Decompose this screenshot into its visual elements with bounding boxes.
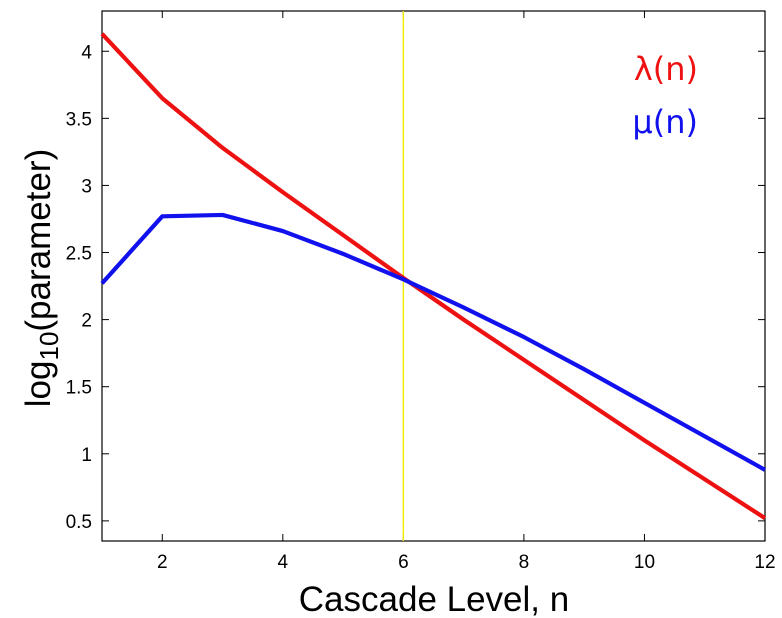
legend-entry-lambda: λ(n) bbox=[634, 50, 698, 88]
plot-frame bbox=[101, 10, 766, 542]
y-tick-label: 2.5 bbox=[66, 244, 92, 265]
x-tick-label: 4 bbox=[278, 552, 289, 573]
y-tick-label: 4 bbox=[81, 42, 92, 63]
series-line-mu bbox=[100, 212, 767, 472]
y-axis-label-tail: (parameter) bbox=[19, 149, 58, 332]
y-tick-label: 1 bbox=[81, 445, 92, 466]
y-tick-label: 1.5 bbox=[66, 378, 92, 399]
x-axis-label: Cascade Level, n bbox=[299, 580, 569, 618]
axis-labels: Cascade Level, n log10(parameter) bbox=[19, 149, 569, 618]
legend-entry-mu: μ(n) bbox=[632, 103, 698, 141]
y-tick-label: 2 bbox=[81, 311, 92, 332]
x-tick-label: 8 bbox=[519, 552, 530, 573]
y-axis-label: log10(parameter) bbox=[19, 149, 64, 407]
x-tick-label: 12 bbox=[754, 552, 775, 573]
series-layer bbox=[100, 32, 767, 520]
series-line-lambda bbox=[100, 32, 767, 520]
y-tick-label: 0.5 bbox=[66, 512, 92, 533]
axes-layer: 2 4 6 8 10 12 0.5 1 1.5 2 2.5 3 3.5 4 bbox=[66, 10, 776, 573]
y-tick-label: 3.5 bbox=[66, 109, 92, 130]
x-tick-label: 10 bbox=[634, 552, 655, 573]
y-axis-label-main: log bbox=[19, 361, 58, 408]
legend: λ(n) μ(n) bbox=[632, 50, 698, 141]
y-tick-label: 3 bbox=[81, 176, 92, 197]
x-tick-label: 2 bbox=[157, 552, 168, 573]
y-axis-label-subscript: 10 bbox=[34, 332, 64, 361]
x-tick-label: 6 bbox=[398, 552, 409, 573]
